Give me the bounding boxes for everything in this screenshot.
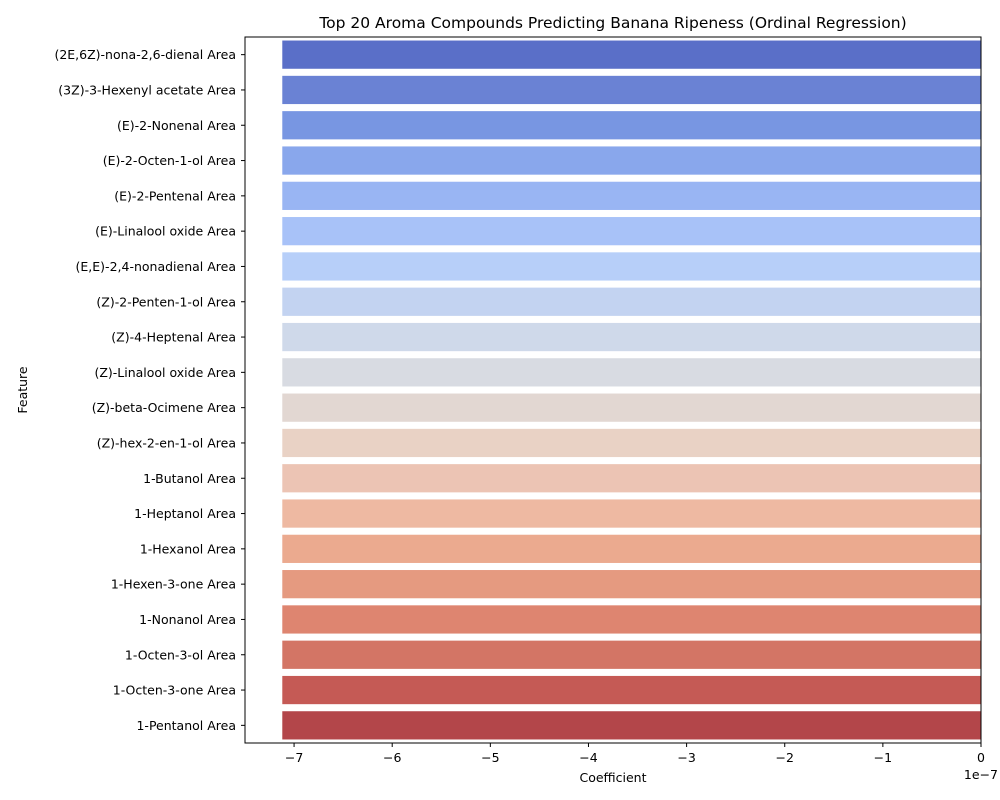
bar-2	[282, 111, 982, 140]
bar-17	[282, 640, 982, 669]
bar-8	[282, 322, 982, 352]
y-tick-label: (3Z)-3-Hexenyl acetate Area	[58, 82, 236, 97]
chart-title: Top 20 Aroma Compounds Predicting Banana…	[318, 14, 906, 32]
bar-10	[282, 393, 982, 422]
bar-1	[282, 75, 982, 105]
y-tick-label: (E)-2-Nonenal Area	[117, 118, 236, 133]
y-tick-label: (Z)-2-Penten-1-ol Area	[96, 294, 236, 309]
y-axis-label: Feature	[15, 366, 30, 414]
y-tick-label: 1-Heptanol Area	[134, 506, 236, 521]
y-tick-label: 1-Pentanol Area	[136, 718, 236, 733]
x-tick-labels: −7 −6 −5 −4 −3 −2 −1 0	[285, 743, 985, 765]
x-tick-label: −1	[874, 750, 892, 765]
x-tick-label: −4	[579, 750, 597, 765]
y-tick-label: (2E,6Z)-nona-2,6-dienal Area	[54, 47, 236, 62]
x-tick-label: −3	[677, 750, 695, 765]
x-tick-label: 0	[977, 750, 985, 765]
plot-frame	[244, 36, 982, 744]
y-tick-label: 1-Hexanol Area	[140, 541, 236, 556]
x-tick-label: −6	[383, 750, 401, 765]
y-tick-label: 1-Octen-3-ol Area	[125, 647, 236, 662]
bar-14	[282, 534, 982, 563]
bar-3	[282, 146, 982, 175]
y-tick-label: 1-Butanol Area	[143, 471, 236, 486]
bar-7	[282, 287, 982, 316]
bar-18	[282, 675, 982, 705]
bars-group	[282, 40, 982, 740]
y-tick-label: (Z)-beta-Ocimene Area	[92, 400, 236, 415]
y-tick-label: 1-Nonanol Area	[139, 612, 236, 627]
x-offset-label: 1e−7	[964, 767, 998, 782]
y-tick-label: 1-Hexen-3-one Area	[111, 577, 236, 592]
bar-11	[282, 428, 982, 458]
bar-0	[282, 40, 982, 69]
bar-13	[282, 499, 982, 528]
bar-15	[282, 570, 982, 599]
bar-4	[282, 181, 982, 210]
y-tick-labels: (2E,6Z)-nona-2,6-dienal Area (3Z)-3-Hexen…	[54, 47, 245, 733]
x-tick-label: −2	[776, 750, 794, 765]
bar-5	[282, 217, 982, 246]
bar-9	[282, 358, 982, 387]
x-tick-label: −5	[481, 750, 499, 765]
y-tick-label: 1-Octen-3-one Area	[113, 683, 236, 698]
bar-6	[282, 252, 982, 281]
y-tick-label: (Z)-4-Heptenal Area	[111, 330, 236, 345]
y-tick-label: (E)-Linalool oxide Area	[95, 224, 236, 239]
bar-12	[282, 464, 982, 493]
bar-19	[282, 711, 982, 740]
y-tick-label: (E,E)-2,4-nonadienal Area	[76, 259, 236, 274]
x-tick-label: −7	[285, 750, 303, 765]
y-tick-label: (Z)-Linalool oxide Area	[94, 365, 236, 380]
y-tick-label: (E)-2-Octen-1-ol Area	[103, 153, 236, 168]
x-axis-label: Coefficient	[579, 770, 646, 785]
y-tick-label: (Z)-hex-2-en-1-ol Area	[97, 435, 236, 450]
y-tick-label: (E)-2-Pentenal Area	[114, 188, 236, 203]
bar-16	[282, 605, 982, 634]
